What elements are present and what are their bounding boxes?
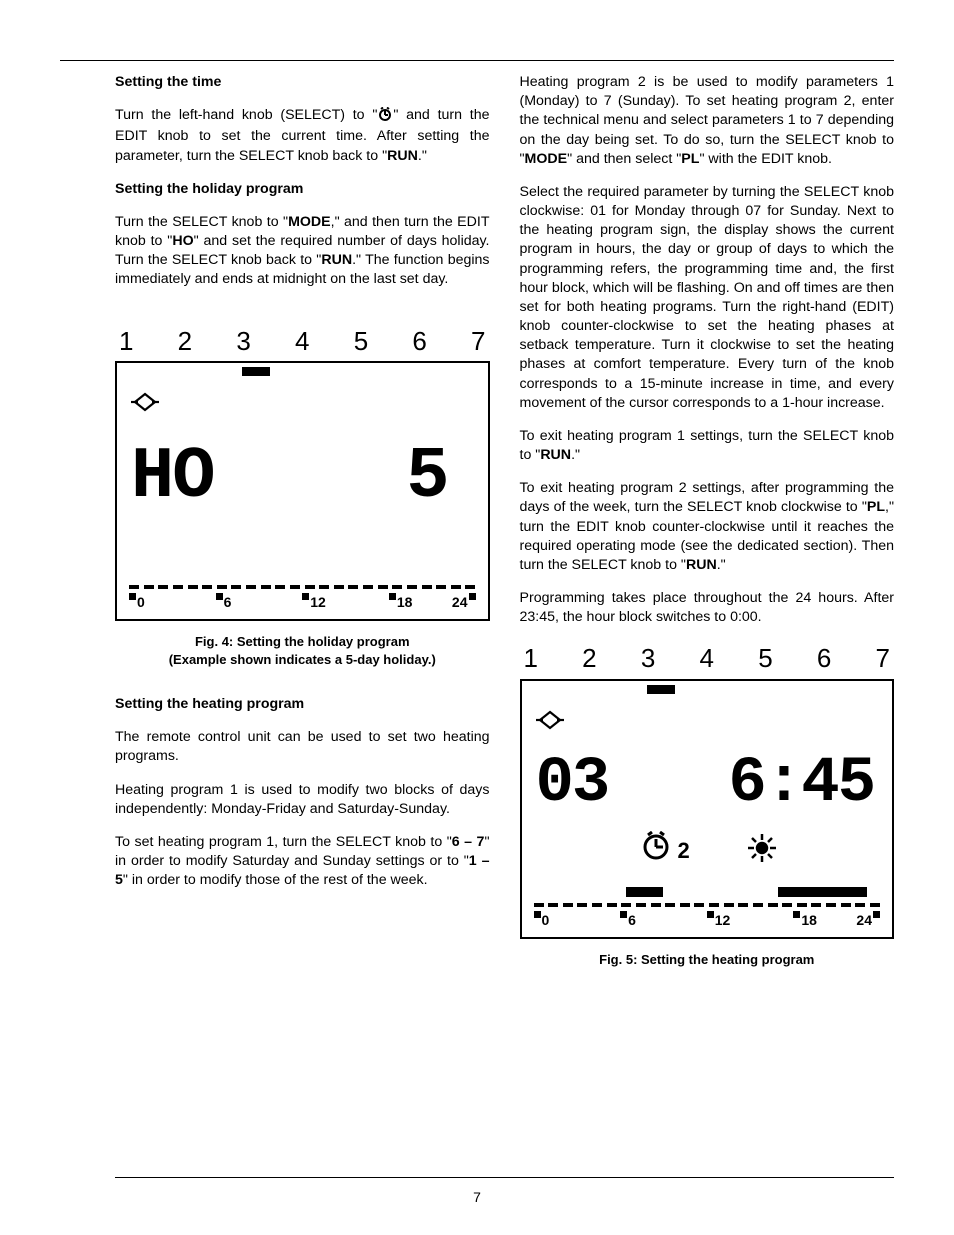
text: Turn the SELECT knob to " bbox=[115, 214, 288, 230]
day-label: 1 bbox=[119, 324, 133, 359]
fig4-big-left: HO bbox=[131, 429, 213, 526]
rule-top bbox=[60, 60, 894, 61]
on-range-bar bbox=[626, 887, 663, 897]
text-mode: MODE bbox=[288, 214, 331, 230]
para-r3: To exit heating program 1 settings, turn… bbox=[520, 427, 895, 465]
text-pl: PL bbox=[681, 151, 699, 167]
fig4-day-row: 1 2 3 4 5 6 7 bbox=[115, 324, 490, 361]
heading-setting-time: Setting the time bbox=[115, 73, 490, 92]
heading-heating: Setting the heating program bbox=[115, 695, 490, 714]
text: ." bbox=[418, 148, 427, 164]
fig5-big-left: 03 bbox=[536, 741, 609, 827]
text-run: RUN bbox=[387, 148, 418, 164]
timeline-dashes bbox=[534, 903, 881, 909]
text: " with the EDIT knob. bbox=[699, 151, 832, 167]
on-range-bar bbox=[778, 887, 867, 897]
clock2-icon bbox=[642, 831, 678, 867]
sun-icon bbox=[747, 833, 777, 869]
day-label: 2 bbox=[178, 324, 192, 359]
timeline-dashes bbox=[129, 585, 476, 591]
tl-label: 6 bbox=[224, 593, 232, 612]
figure-5: 1 2 3 4 5 6 7 03 6:45 bbox=[520, 641, 895, 938]
tl-label: 0 bbox=[137, 593, 145, 612]
fig4-caption: Fig. 4: Setting the holiday program (Exa… bbox=[115, 633, 490, 669]
text-ho: HO bbox=[172, 233, 193, 249]
timeline-marks: 0 6 12 18 24 bbox=[534, 911, 881, 927]
day-label: 4 bbox=[295, 324, 309, 359]
fig5-timeline: 0 6 12 18 24 bbox=[534, 903, 881, 927]
day-label: 1 bbox=[524, 641, 538, 676]
caption-line: Fig. 4: Setting the holiday program bbox=[195, 634, 410, 649]
page: Setting the time Turn the left-hand knob… bbox=[0, 0, 954, 1235]
text-run: RUN bbox=[686, 557, 717, 573]
para-r1: Heating program 2 is be used to modify p… bbox=[520, 73, 895, 169]
text: Turn the left-hand knob (SELECT) to " bbox=[115, 107, 377, 123]
text: To exit heating program 2 settings, afte… bbox=[520, 480, 895, 515]
left-column: Setting the time Turn the left-hand knob… bbox=[115, 73, 490, 995]
text-6-7: 6 – 7 bbox=[452, 834, 485, 850]
two-column-layout: Setting the time Turn the left-hand knob… bbox=[115, 73, 894, 995]
page-number: 7 bbox=[0, 1188, 954, 1207]
fig5-lcd: 03 6:45 2 bbox=[520, 679, 895, 939]
tl-label: 24 bbox=[452, 593, 468, 612]
current-day-marker bbox=[242, 367, 270, 376]
para-r4: To exit heating program 2 settings, afte… bbox=[520, 479, 895, 575]
day-label: 3 bbox=[641, 641, 655, 676]
caption-line: (Example shown indicates a 5-day holiday… bbox=[169, 652, 436, 667]
para-heat-3: To set heating program 1, turn the SELEC… bbox=[115, 833, 490, 891]
fig5-caption: Fig. 5: Setting the heating program bbox=[520, 951, 895, 969]
text: To set heating program 1, turn the SELEC… bbox=[115, 834, 452, 850]
rule-bottom bbox=[115, 1177, 894, 1178]
comm-icon bbox=[131, 391, 159, 419]
tl-label: 6 bbox=[628, 911, 636, 930]
text: ." bbox=[571, 447, 580, 463]
para-r5: Programming takes place throughout the 2… bbox=[520, 589, 895, 627]
figure-4: 1 2 3 4 5 6 7 HO 5 bbox=[115, 324, 490, 621]
text: " and then select " bbox=[567, 151, 681, 167]
day-label: 4 bbox=[700, 641, 714, 676]
para-setting-time: Turn the left-hand knob (SELECT) to "" a… bbox=[115, 106, 490, 166]
day-label: 7 bbox=[876, 641, 890, 676]
tl-label: 12 bbox=[310, 593, 326, 612]
day-label: 7 bbox=[471, 324, 485, 359]
para-heat-1: The remote control unit can be used to s… bbox=[115, 728, 490, 766]
day-label: 5 bbox=[758, 641, 772, 676]
tl-label: 12 bbox=[715, 911, 731, 930]
text-run: RUN bbox=[321, 252, 352, 268]
comm-icon bbox=[536, 709, 564, 737]
fig5-day-row: 1 2 3 4 5 6 7 bbox=[520, 641, 895, 678]
fig4-timeline: 0 6 12 18 24 bbox=[129, 585, 476, 609]
clock2-label: 2 bbox=[678, 836, 688, 866]
right-column: Heating program 2 is be used to modify p… bbox=[520, 73, 895, 995]
tl-label: 18 bbox=[801, 911, 817, 930]
text: " in order to modify those of the rest o… bbox=[123, 872, 428, 888]
heading-holiday: Setting the holiday program bbox=[115, 180, 490, 199]
text-run: RUN bbox=[540, 447, 571, 463]
timeline-marks: 0 6 12 18 24 bbox=[129, 593, 476, 609]
fig4-lcd: HO 5 0 6 12 bbox=[115, 361, 490, 621]
day-label: 2 bbox=[582, 641, 596, 676]
day-label: 6 bbox=[412, 324, 426, 359]
text-mode: MODE bbox=[525, 151, 568, 167]
text: ." bbox=[717, 557, 726, 573]
clock-icon bbox=[377, 107, 393, 127]
tl-label: 0 bbox=[542, 911, 550, 930]
current-day-marker bbox=[647, 685, 675, 694]
fig4-big-right: 5 bbox=[406, 429, 447, 526]
tl-label: 24 bbox=[856, 911, 872, 930]
fig5-big-right: 6:45 bbox=[728, 741, 874, 827]
day-label: 3 bbox=[236, 324, 250, 359]
para-heat-2: Heating program 1 is used to modify two … bbox=[115, 781, 490, 819]
text-pl: PL bbox=[867, 499, 885, 515]
tl-label: 18 bbox=[397, 593, 413, 612]
para-r2: Select the required parameter by turning… bbox=[520, 183, 895, 413]
day-label: 6 bbox=[817, 641, 831, 676]
day-label: 5 bbox=[354, 324, 368, 359]
para-holiday: Turn the SELECT knob to "MODE," and then… bbox=[115, 213, 490, 290]
